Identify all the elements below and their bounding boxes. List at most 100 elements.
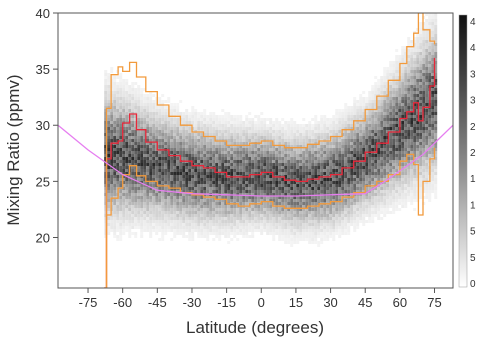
density-cell <box>392 211 396 214</box>
density-cell <box>161 115 165 118</box>
density-cell <box>128 139 132 142</box>
density-cell <box>362 106 366 109</box>
density-cell <box>296 235 300 238</box>
density-cell <box>398 109 402 112</box>
density-cell <box>194 229 198 232</box>
density-cell <box>368 106 372 109</box>
density-cell <box>122 118 126 121</box>
density-cell <box>407 49 411 52</box>
density-cell <box>122 205 126 208</box>
density-cell <box>161 166 165 169</box>
density-cell <box>419 124 423 127</box>
density-cell <box>146 109 150 112</box>
density-cell <box>422 181 426 184</box>
density-cell <box>332 145 336 148</box>
density-cell <box>374 166 378 169</box>
density-cell <box>173 214 177 217</box>
density-cell <box>131 166 135 169</box>
density-cell <box>131 217 135 220</box>
density-cell <box>386 70 390 73</box>
density-cell <box>311 175 315 178</box>
density-cell <box>419 112 423 115</box>
density-cell <box>227 148 231 151</box>
density-cell <box>134 106 138 109</box>
density-cell <box>242 157 246 160</box>
density-cell <box>392 190 396 193</box>
density-cell <box>173 196 177 199</box>
density-cell <box>389 109 393 112</box>
density-cell <box>269 178 273 181</box>
density-cell <box>158 106 162 109</box>
density-cell <box>149 142 153 145</box>
density-cell <box>353 148 357 151</box>
density-cell <box>293 148 297 151</box>
density-cell <box>134 172 138 175</box>
density-cell <box>188 130 192 133</box>
density-cell <box>266 226 270 229</box>
density-cell <box>248 148 252 151</box>
density-cell <box>305 196 309 199</box>
density-cell <box>332 154 336 157</box>
density-cell <box>245 166 249 169</box>
density-cell <box>119 124 123 127</box>
density-cell <box>311 202 315 205</box>
density-cell <box>242 169 246 172</box>
density-cell <box>350 190 354 193</box>
density-cell <box>377 109 381 112</box>
density-cell <box>428 13 432 16</box>
density-cell <box>125 190 129 193</box>
density-cell <box>368 187 372 190</box>
density-cell <box>341 175 345 178</box>
density-cell <box>107 82 111 85</box>
density-cell <box>119 154 123 157</box>
density-cell <box>149 151 153 154</box>
density-cell <box>164 223 168 226</box>
density-cell <box>308 235 312 238</box>
density-cell <box>287 196 291 199</box>
density-cell <box>164 220 168 223</box>
density-cell <box>230 184 234 187</box>
density-cell <box>131 142 135 145</box>
density-cell <box>221 172 225 175</box>
density-cell <box>281 238 285 241</box>
density-cell <box>398 61 402 64</box>
density-cell <box>185 226 189 229</box>
density-cell <box>311 241 315 244</box>
density-cell <box>104 166 108 169</box>
density-cell <box>341 160 345 163</box>
density-cell <box>113 220 117 223</box>
density-cell <box>104 109 108 112</box>
density-cell <box>167 226 171 229</box>
density-cell <box>404 205 408 208</box>
density-cell <box>383 175 387 178</box>
density-cell <box>218 157 222 160</box>
density-cell <box>257 196 261 199</box>
density-cell <box>347 118 351 121</box>
density-cell <box>365 121 369 124</box>
density-cell <box>134 202 138 205</box>
density-cell <box>257 163 261 166</box>
density-cell <box>215 184 219 187</box>
density-cell <box>335 121 339 124</box>
density-cell <box>416 46 420 49</box>
density-cell <box>107 133 111 136</box>
density-cell <box>227 232 231 235</box>
density-cell <box>281 145 285 148</box>
density-cell <box>227 217 231 220</box>
density-cell <box>230 223 234 226</box>
density-cell <box>275 190 279 193</box>
density-cell <box>320 214 324 217</box>
density-cell <box>290 220 294 223</box>
density-cell <box>161 214 165 217</box>
density-cell <box>143 208 147 211</box>
density-cell <box>254 181 258 184</box>
density-cell <box>350 145 354 148</box>
density-cell <box>254 205 258 208</box>
density-cell <box>233 208 237 211</box>
density-cell <box>314 124 318 127</box>
density-cell <box>272 124 276 127</box>
density-cell <box>134 97 138 100</box>
density-cell <box>380 166 384 169</box>
density-cell <box>395 73 399 76</box>
density-cell <box>380 160 384 163</box>
